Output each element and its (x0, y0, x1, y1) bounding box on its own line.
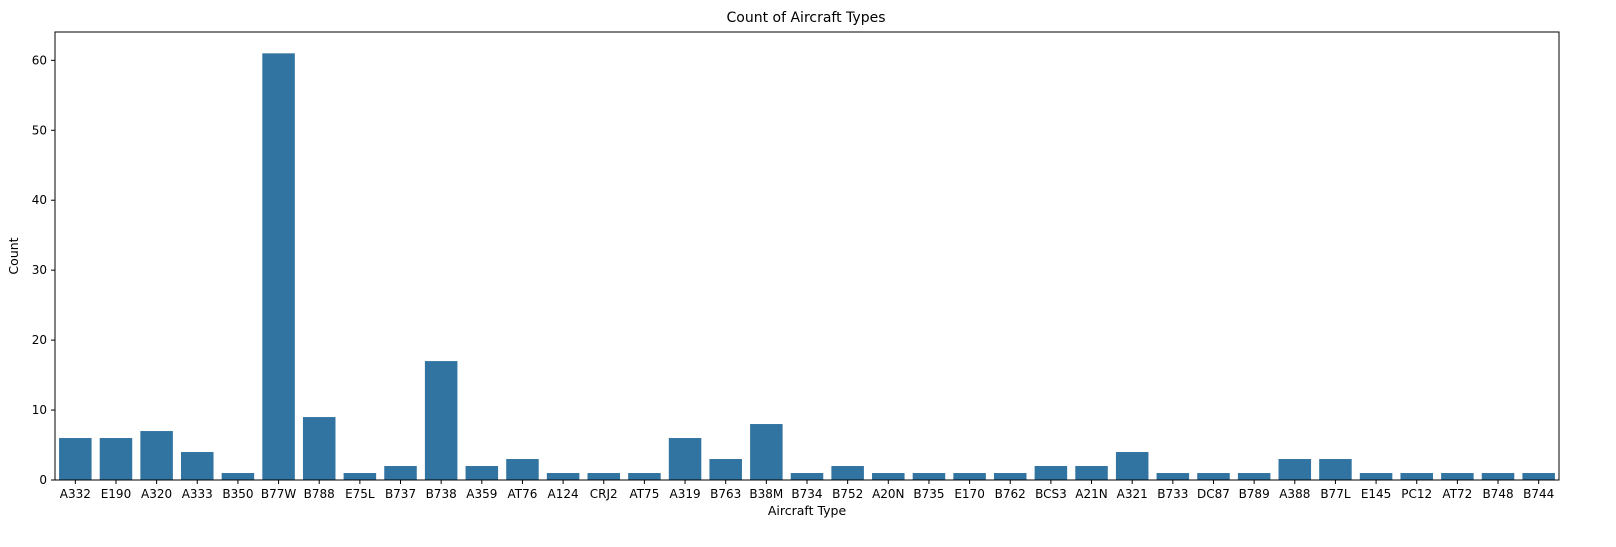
x-tick-label: A332 (60, 487, 91, 501)
bar-e190 (99, 438, 133, 480)
x-tick-label: A124 (548, 487, 579, 501)
bar-e170 (953, 473, 986, 480)
bar-b77w (262, 53, 295, 480)
x-tick-label: B38M (749, 487, 783, 501)
bar-b38m (750, 424, 783, 480)
bar-dc87 (1197, 473, 1230, 480)
x-tick-label: E75L (345, 487, 375, 501)
bar-a388 (1278, 459, 1312, 480)
x-tick-label: B77L (1320, 487, 1351, 501)
x-tick-label: A388 (1279, 487, 1310, 501)
x-tick-label: AT75 (629, 487, 659, 501)
bar-crj2 (587, 473, 621, 480)
bar-b748 (1481, 473, 1515, 480)
bar-a319 (668, 438, 702, 480)
bar-at72 (1441, 473, 1474, 480)
x-tick-label: E145 (1361, 487, 1392, 501)
bar-a332 (59, 438, 92, 480)
x-tick-label: DC87 (1197, 487, 1230, 501)
bar-pc12 (1400, 473, 1433, 480)
x-tick-label: CRJ2 (590, 487, 618, 501)
y-tick-label: 10 (32, 403, 47, 417)
bar-a359 (465, 466, 499, 480)
x-tick-label: B733 (1157, 487, 1188, 501)
bar-a124 (546, 473, 580, 480)
x-tick-label: A319 (669, 487, 700, 501)
x-tick-label: B737 (385, 487, 416, 501)
bar-b733 (1156, 473, 1190, 480)
y-tick-label: 20 (32, 333, 47, 347)
x-tick-label: B744 (1523, 487, 1554, 501)
bar-e75l (343, 473, 377, 480)
x-tick-label: B763 (710, 487, 741, 501)
bar-a21n (1075, 466, 1108, 480)
x-tick-label: B350 (222, 487, 253, 501)
bar-at75 (628, 473, 661, 480)
y-tick-label: 40 (32, 193, 47, 207)
x-tick-label: A321 (1117, 487, 1148, 501)
y-axis-ticks: 0 10 20 30 40 50 60 (32, 53, 55, 487)
x-tick-label: B734 (791, 487, 822, 501)
bar-bcs3 (1034, 466, 1068, 480)
bar-a321 (1115, 452, 1149, 480)
bar-b744 (1522, 473, 1555, 480)
bar-e145 (1359, 473, 1393, 480)
y-tick-label: 60 (32, 53, 47, 67)
bar-a320 (140, 431, 173, 480)
x-tick-label: B738 (426, 487, 457, 501)
x-tick-label: A21N (1075, 487, 1107, 501)
plot-frame (54, 31, 1560, 481)
bar-b738 (424, 361, 458, 480)
x-tick-label: A359 (466, 487, 497, 501)
bar-b737 (384, 466, 417, 480)
bar-a20n (872, 473, 905, 480)
x-tick-label: BCS3 (1035, 487, 1067, 501)
bar-b763 (709, 459, 742, 480)
x-tick-label: B748 (1482, 487, 1513, 501)
y-tick-label: 0 (39, 473, 47, 487)
x-tick-label: PC12 (1401, 487, 1432, 501)
x-tick-label: B788 (304, 487, 335, 501)
x-tick-label: B735 (913, 487, 944, 501)
x-tick-label: A333 (182, 487, 213, 501)
x-tick-label: A20N (872, 487, 904, 501)
bar-b734 (790, 473, 824, 480)
x-tick-label: B789 (1239, 487, 1270, 501)
y-tick-label: 30 (32, 263, 47, 277)
bar-b762 (993, 473, 1027, 480)
bar-b735 (912, 473, 946, 480)
y-axis-title: Count (6, 237, 21, 274)
x-tick-label: AT76 (508, 487, 538, 501)
bar-b350 (221, 473, 255, 480)
y-tick-label: 50 (32, 123, 47, 137)
x-tick-label: B752 (832, 487, 863, 501)
bar-b752 (831, 466, 864, 480)
x-tick-label: B762 (995, 487, 1026, 501)
x-tick-label: E170 (954, 487, 985, 501)
bar-b77l (1319, 459, 1352, 480)
x-tick-label: A320 (141, 487, 172, 501)
x-axis-title: Aircraft Type (768, 503, 847, 518)
bars-group (59, 53, 1555, 480)
x-axis-ticks: A332 E190 A320 A333 B350 B77W B788 E75L B737 B738… (60, 480, 1554, 501)
bar-at76 (506, 459, 539, 480)
x-tick-label: AT72 (1442, 487, 1472, 501)
bar-b788 (302, 417, 336, 480)
chart-title: Count of Aircraft Types (727, 10, 886, 26)
bar-b789 (1237, 473, 1271, 480)
x-tick-label: E190 (101, 487, 132, 501)
bar-a333 (181, 452, 214, 480)
x-tick-label: B77W (261, 487, 297, 501)
